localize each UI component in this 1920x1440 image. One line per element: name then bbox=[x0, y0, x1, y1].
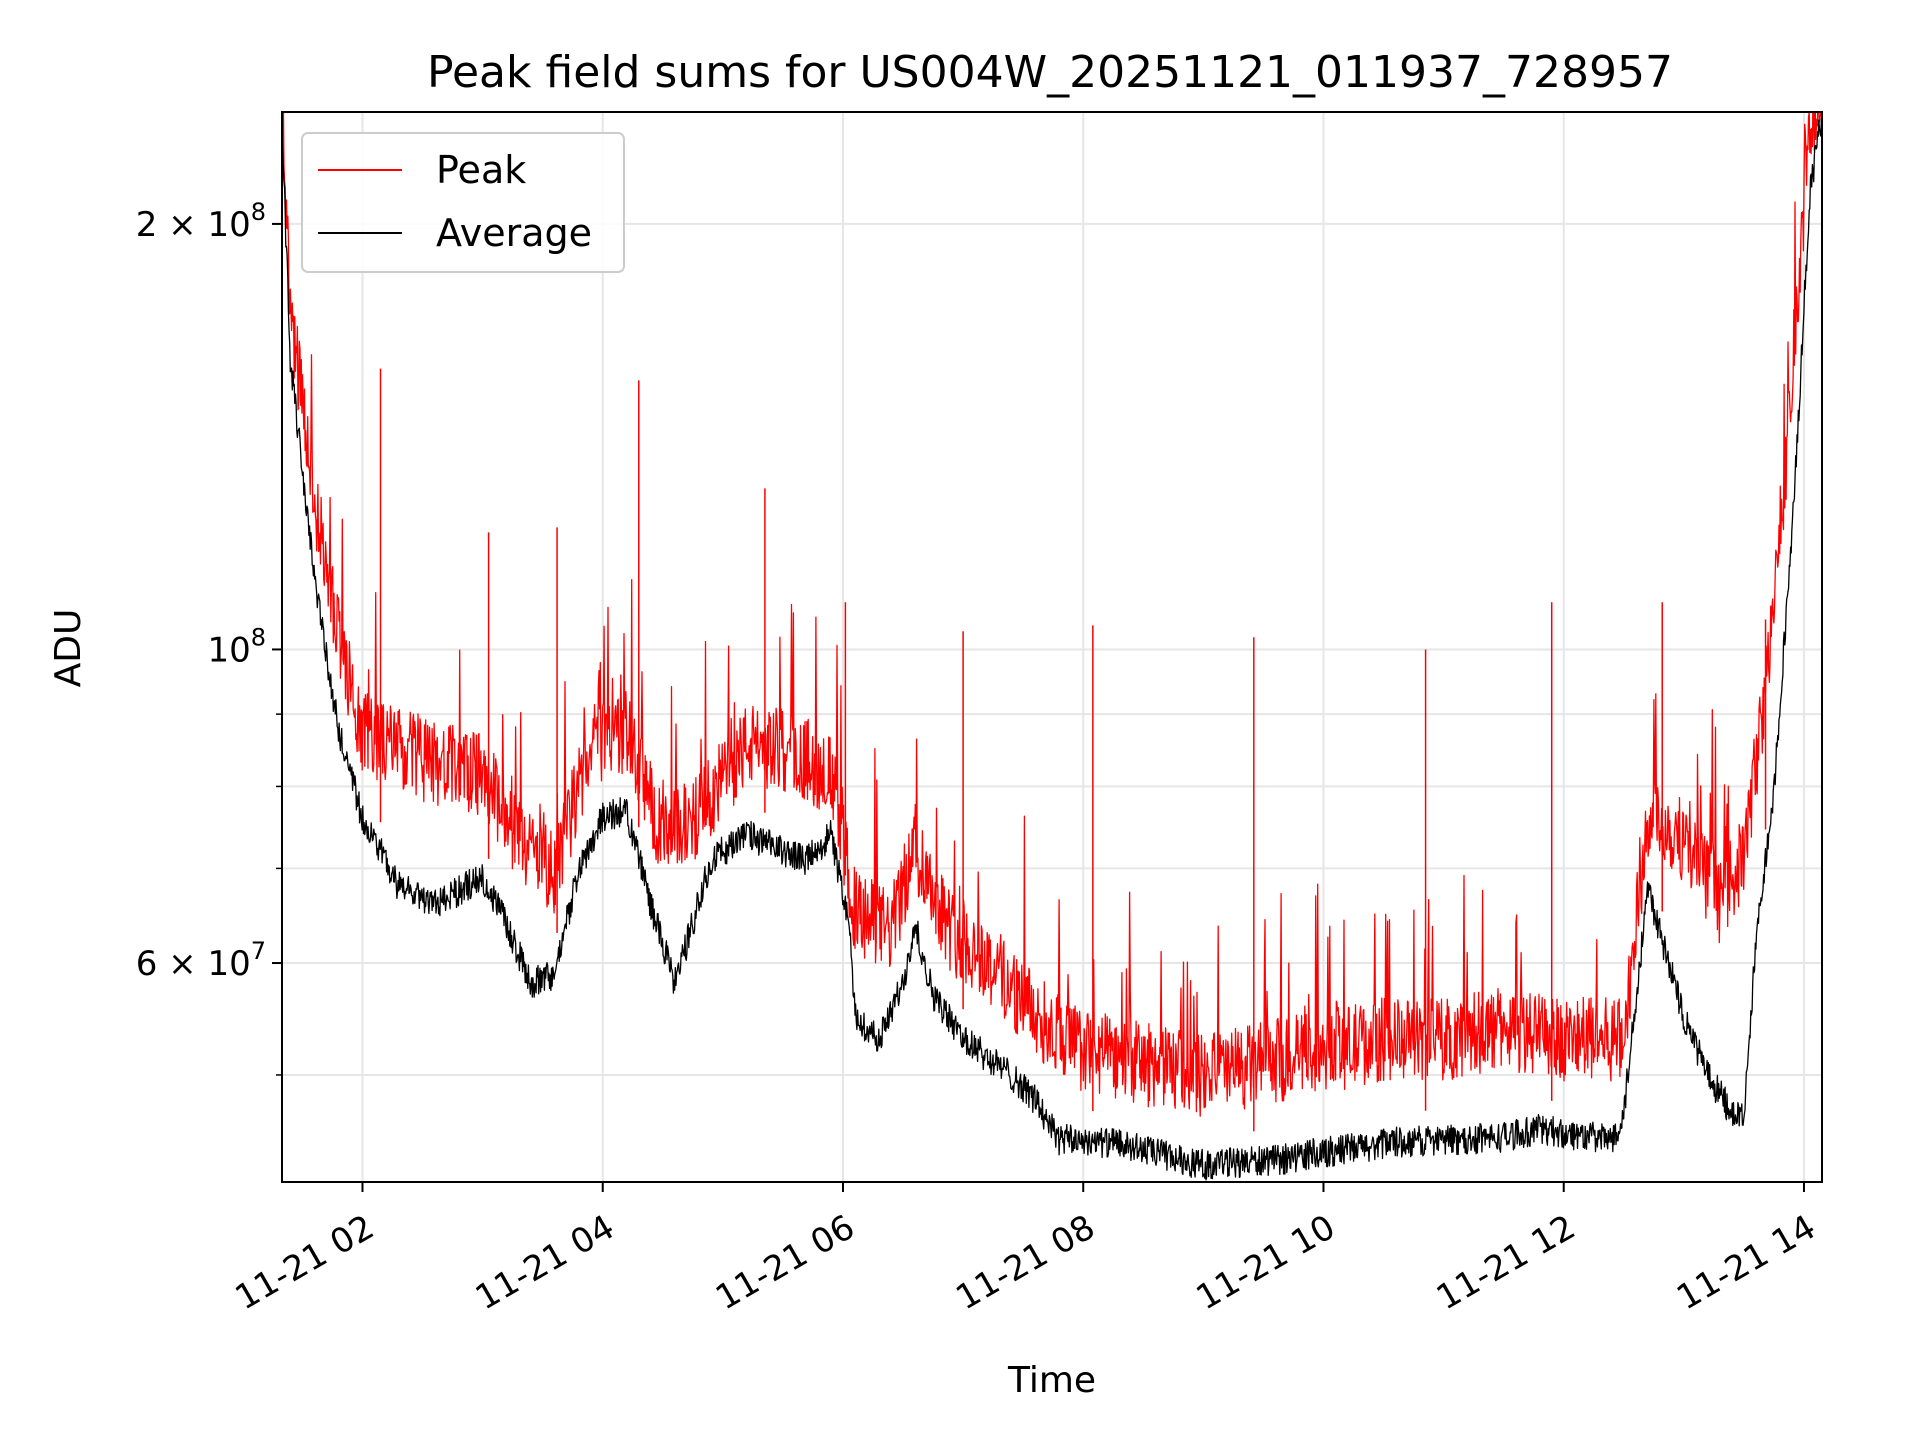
y-tick-label: 108 bbox=[207, 623, 266, 670]
chart-title: Peak field sums for US004W_20251121_0119… bbox=[427, 47, 1673, 98]
y-axis: 2 × 108 108 6 × 107 bbox=[136, 198, 282, 1076]
x-axis-label: Time bbox=[1007, 1360, 1096, 1401]
plot-frame bbox=[281, 111, 1823, 1183]
peak-series-line bbox=[282, 112, 1822, 1117]
y-tick-label: 6 × 107 bbox=[136, 937, 266, 984]
y-axis-label: ADU bbox=[48, 609, 89, 688]
legend: Peak Average bbox=[301, 132, 625, 273]
average-series-line bbox=[282, 112, 1822, 1181]
legend-label-peak: Peak bbox=[436, 148, 526, 192]
legend-label-average: Average bbox=[436, 211, 592, 255]
legend-box bbox=[301, 132, 625, 273]
series-layer bbox=[282, 112, 1822, 1181]
y-tick-label: 2 × 108 bbox=[136, 198, 266, 245]
